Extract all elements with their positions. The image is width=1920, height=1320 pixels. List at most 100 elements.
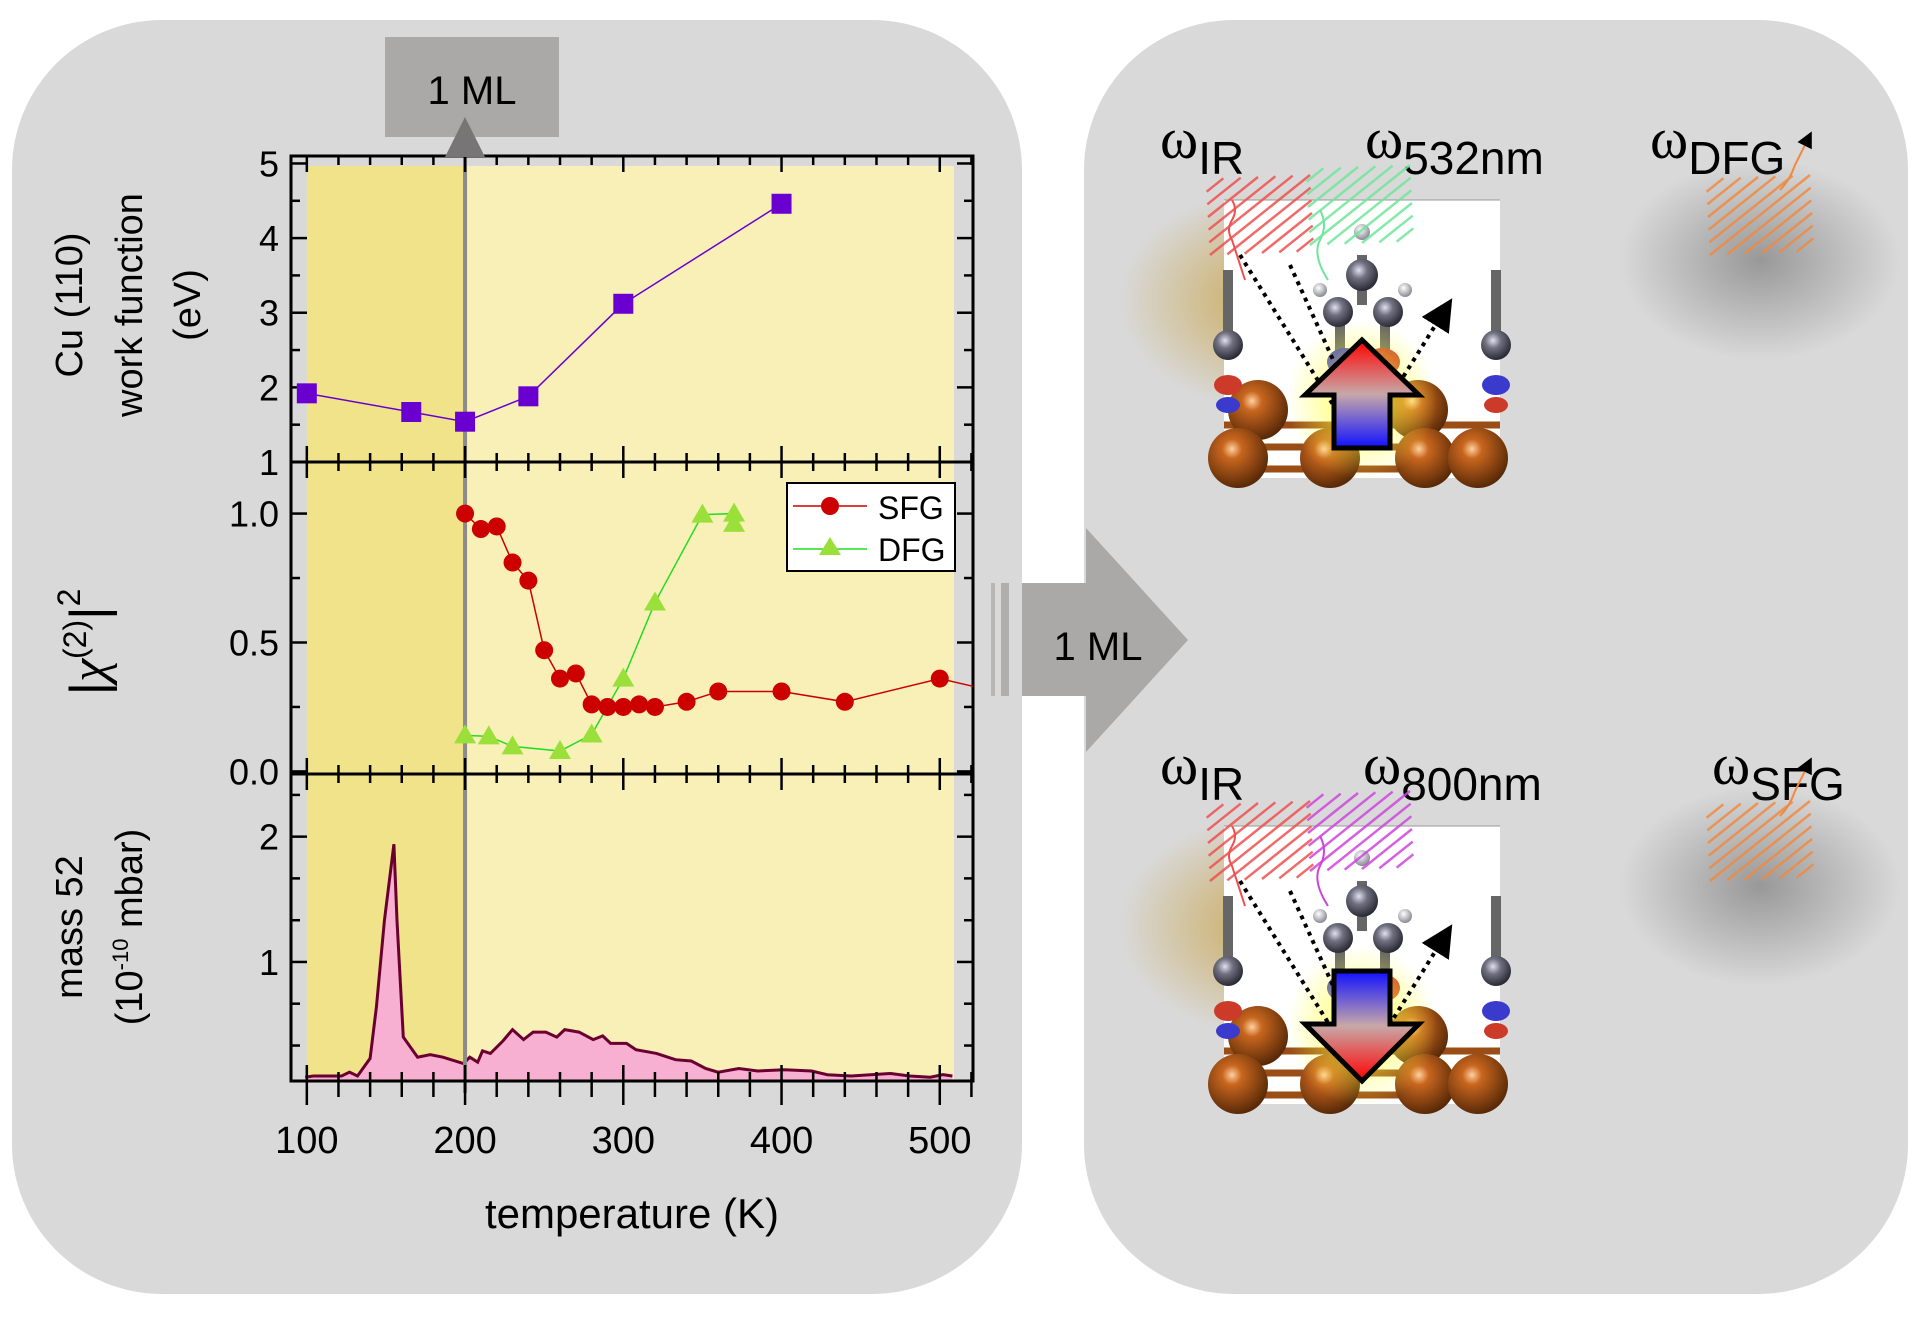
h-atom xyxy=(1313,283,1327,297)
x-tick-label: 100 xyxy=(275,1120,338,1162)
dfg-point xyxy=(454,724,477,744)
neighbor-atom xyxy=(1213,956,1243,986)
cu-atom xyxy=(1228,1006,1288,1066)
sfg-point xyxy=(535,641,554,660)
ir-wave-tail xyxy=(1228,825,1246,907)
omega-label-ir: ωIR xyxy=(1160,732,1244,810)
x-tick-label: 400 xyxy=(750,1120,813,1162)
schematic-dfg: ωIR ω532nm ωDFG xyxy=(1120,106,1900,488)
arrow-stripe-2 xyxy=(1001,583,1009,696)
omega-symbol: ω xyxy=(1363,732,1401,797)
emitted-path xyxy=(1368,924,1453,1058)
work-function-point xyxy=(771,193,792,214)
omega-subscript: 532nm xyxy=(1403,132,1544,184)
plot-stack: 100 200 300 400 500 1 2 3 4 5 0.0 0.5 1.0 1 2 SFG DFG xyxy=(229,143,975,1162)
cu-atom xyxy=(1448,1054,1508,1114)
c-atom xyxy=(1373,297,1403,327)
legend-box xyxy=(786,482,956,572)
top-ylabel-line2: work function xyxy=(109,193,151,418)
neighbor-orbital xyxy=(1484,1023,1508,1039)
dfg-point xyxy=(723,512,746,532)
schematic-sfg: ωIR ω800nm ωSFG xyxy=(1120,732,1900,1114)
visible-wave-packet xyxy=(1305,164,1415,246)
top-ylabel-line3: (eV) xyxy=(167,269,209,341)
cu-atom xyxy=(1448,428,1508,488)
neighbor-orbital xyxy=(1482,1001,1510,1021)
sfg-point xyxy=(614,697,633,716)
work-function-point xyxy=(296,383,317,404)
dfg-point xyxy=(501,735,524,755)
sfg-point xyxy=(582,695,601,714)
output-wave-packet xyxy=(1705,174,1815,256)
top-ylabel-line1: Cu (110) xyxy=(49,232,91,377)
chi-symbol: χ xyxy=(61,658,118,687)
incident-path-vis xyxy=(1288,264,1367,431)
c-atom xyxy=(1323,923,1353,953)
omega-symbol: ω xyxy=(1365,106,1403,171)
output-wave-tail xyxy=(1779,131,1812,191)
legend-sfg-label: SFG xyxy=(878,490,944,526)
visible-wave-tail xyxy=(1316,209,1329,281)
plot-bg-light-2 xyxy=(465,774,955,1081)
ir-wave-packet xyxy=(1205,800,1315,882)
cu-atom xyxy=(1208,1054,1268,1114)
axis-frame-2 xyxy=(289,772,975,1083)
y-tick-label: 3 xyxy=(259,293,279,334)
y-tick-label: 2 xyxy=(259,367,279,408)
neighbor-orbital xyxy=(1484,397,1508,413)
legend-dfg-marker xyxy=(819,537,841,555)
dfg-point xyxy=(477,725,500,745)
legend: SFG DFG xyxy=(786,482,956,572)
bottom-ylabel-line1: mass 52 xyxy=(49,855,91,999)
plot-bg-dark-1 xyxy=(306,462,466,774)
omega-label-800nm: ω800nm xyxy=(1363,732,1542,810)
neighbor-orbital xyxy=(1216,1023,1240,1039)
dfg-point xyxy=(643,591,666,611)
work-function-point xyxy=(518,386,539,407)
omega-subscript: IR xyxy=(1198,758,1244,810)
sfg-point xyxy=(598,697,617,716)
sfg-point xyxy=(709,682,728,701)
x-axis-label: temperature (K) xyxy=(485,1190,779,1237)
sfg-point xyxy=(487,517,506,536)
legend-dfg-label: DFG xyxy=(878,532,946,568)
c-atom xyxy=(1346,259,1378,291)
transition-arrow: 1 ML xyxy=(991,528,1188,752)
neighbor-orbital xyxy=(1214,1001,1242,1021)
omega-symbol: ω xyxy=(1160,106,1198,171)
omega-label-532nm: ω532nm xyxy=(1365,106,1544,184)
omega-label-ir: ωIR xyxy=(1160,106,1244,184)
visible-wave-tail xyxy=(1316,835,1329,907)
svg-text:|χ(2)|2: |χ(2)|2 xyxy=(51,589,118,696)
x-tick-label: 200 xyxy=(433,1120,496,1162)
sfg-point xyxy=(566,664,585,683)
arrow-label: 1 ML xyxy=(1054,625,1143,669)
one-ml-marker-box xyxy=(385,37,559,137)
sfg-point xyxy=(503,553,522,572)
one-ml-marker-arrowhead xyxy=(445,117,485,157)
h-atom xyxy=(1398,283,1412,297)
cu-atom xyxy=(1228,380,1288,440)
omega-subscript: IR xyxy=(1198,132,1244,184)
x-tick-label: 500 xyxy=(908,1120,971,1162)
work-function-point xyxy=(613,293,634,314)
sfg-point xyxy=(772,682,791,701)
arrow-stripe-1 xyxy=(991,583,995,696)
visible-wave-packet xyxy=(1305,790,1415,872)
output-beam-glow xyxy=(1620,786,1900,986)
output-wave-packet xyxy=(1705,800,1815,882)
neighbor-orbital xyxy=(1482,375,1510,395)
omega-subscript: 800nm xyxy=(1401,758,1542,810)
y-tick-label: 4 xyxy=(259,218,279,259)
work-function-point xyxy=(455,411,476,432)
chi-order: (2) xyxy=(57,620,93,659)
sfg-point xyxy=(456,504,475,523)
h-atom xyxy=(1313,909,1327,923)
plot-bg-dark-0 xyxy=(306,166,466,462)
sfg-point xyxy=(519,571,538,590)
omega-symbol: ω xyxy=(1650,106,1688,171)
c-atom xyxy=(1323,297,1353,327)
neighbor-atom xyxy=(1481,330,1511,360)
